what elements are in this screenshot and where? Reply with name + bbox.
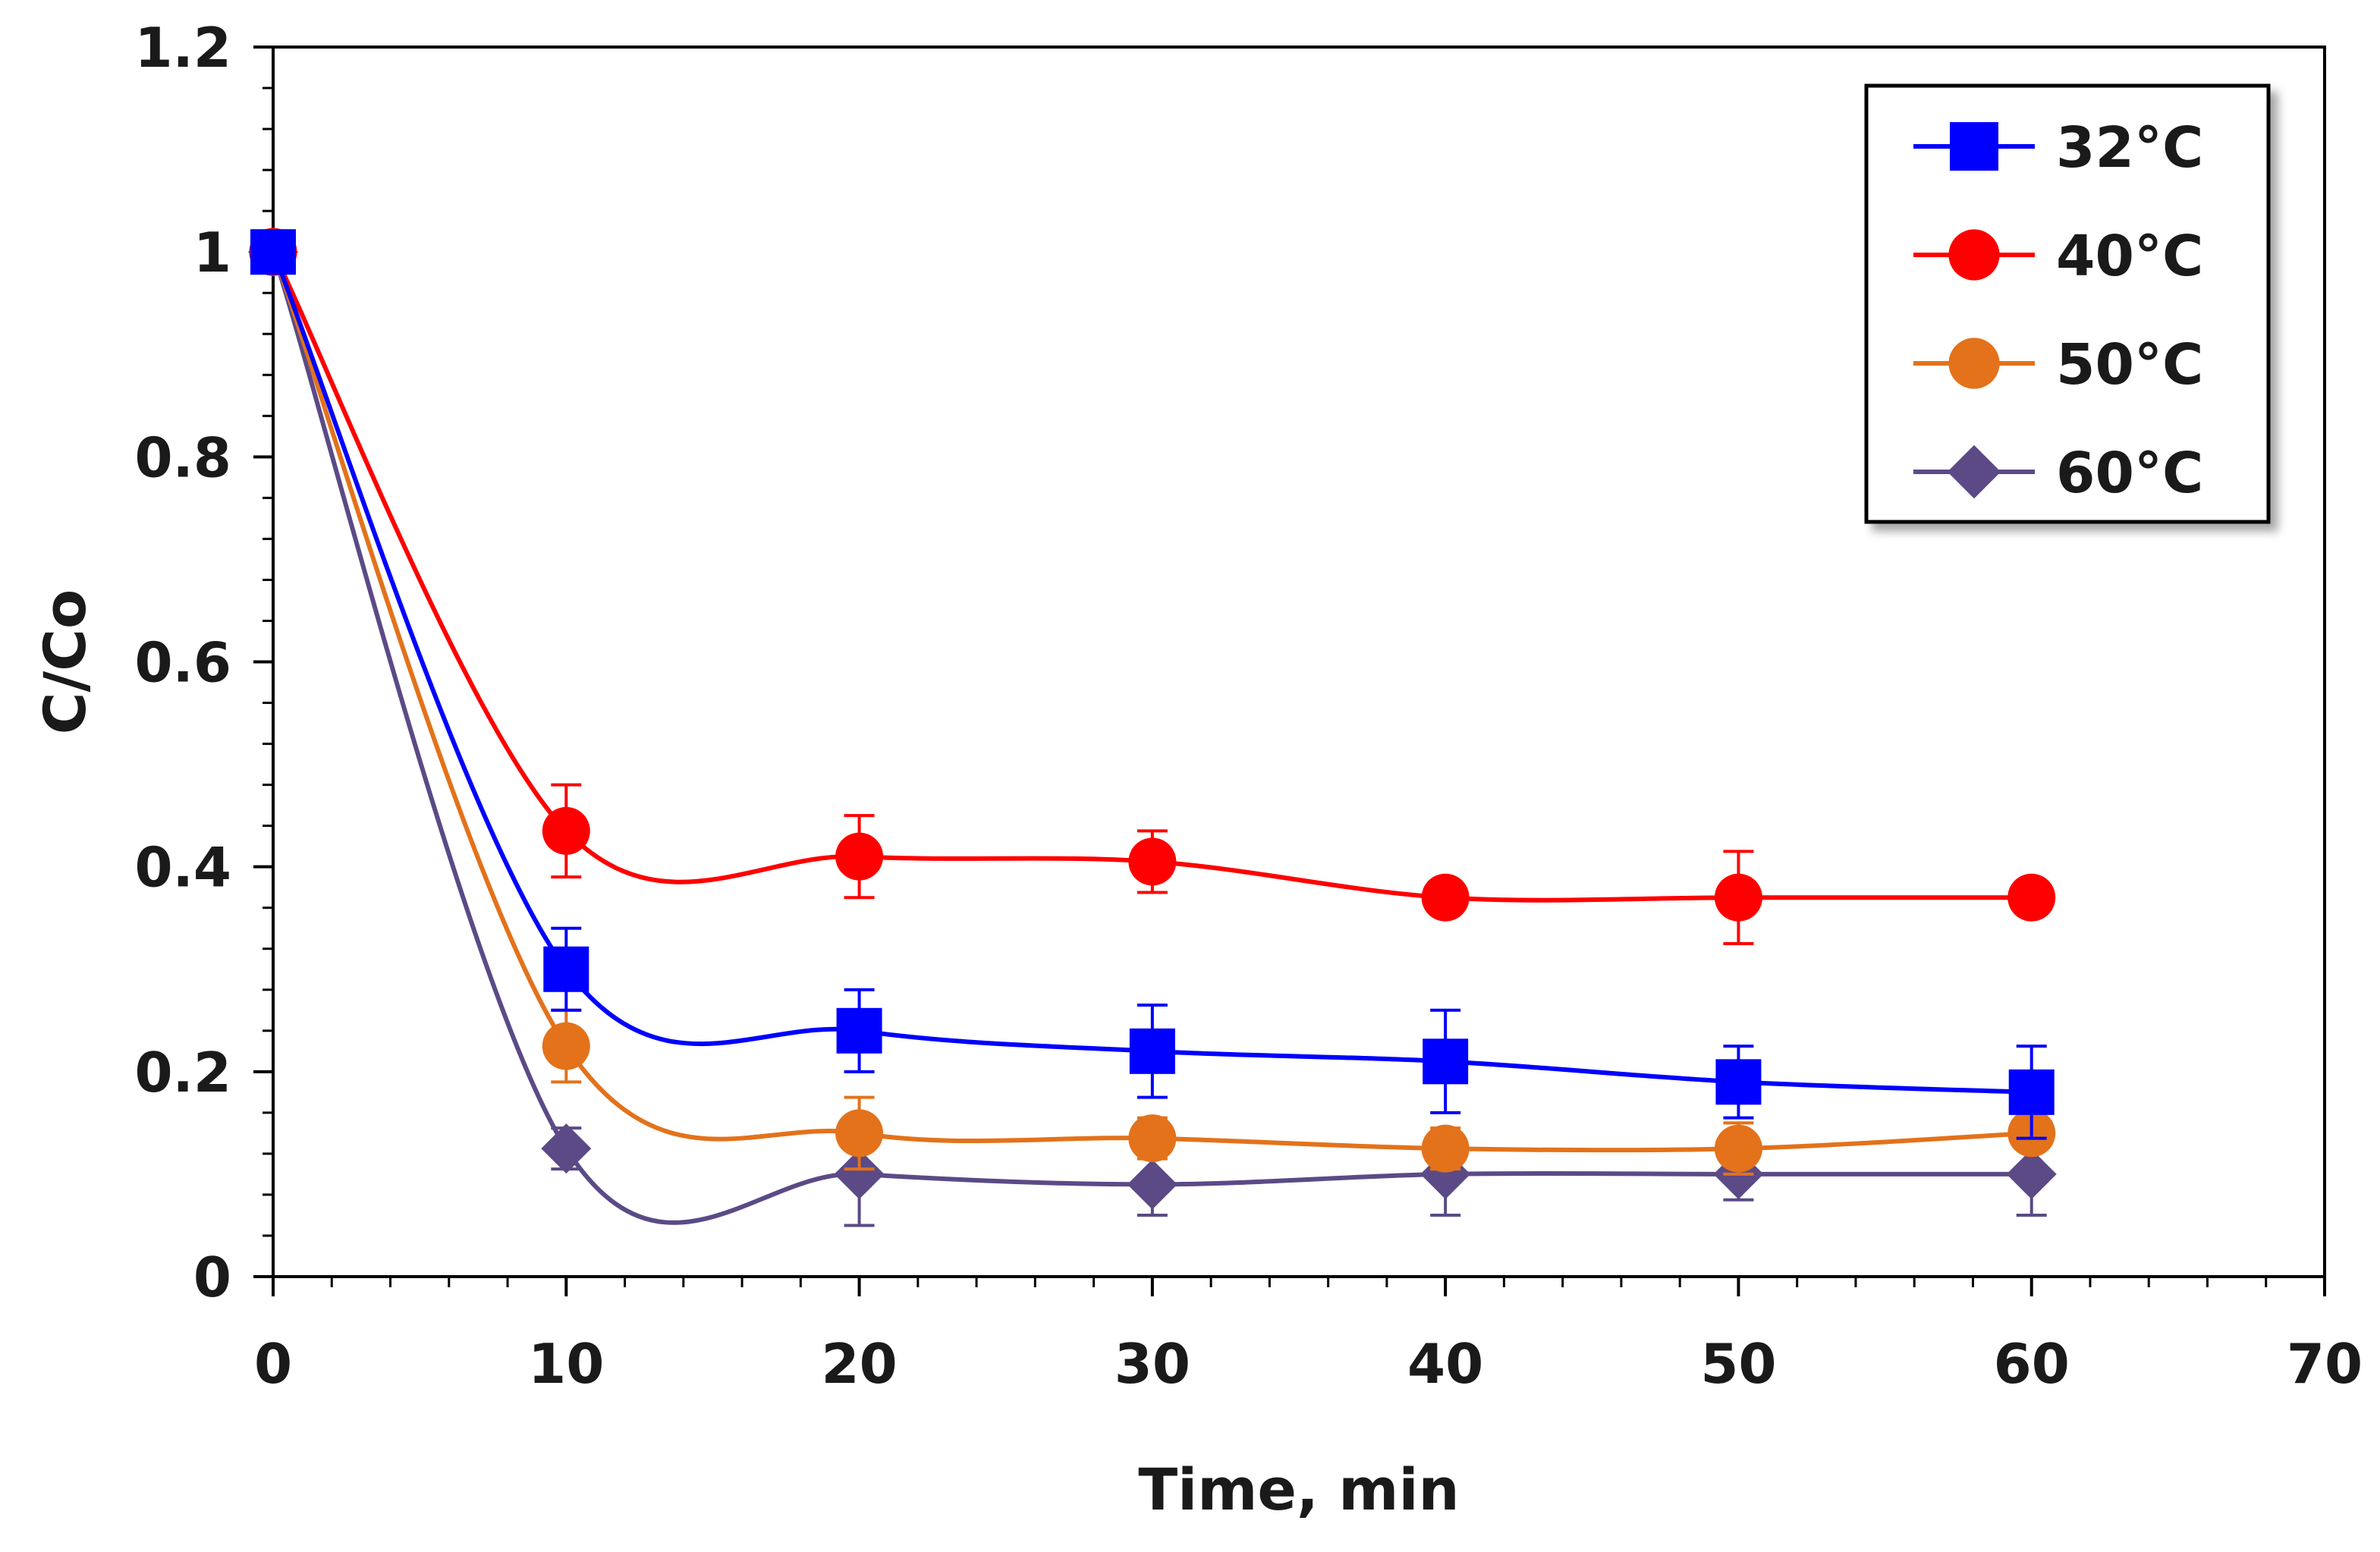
data-point [1128, 837, 1177, 886]
y-tick-label: 0.2 [134, 1041, 231, 1104]
data-point [1421, 873, 1470, 922]
axis-ticks: 0 10 20 30 40 50 60 70 0 0.2 0.4 0.6 0.8 1 1.2 [134, 16, 2363, 1396]
series-32C [250, 229, 2055, 1140]
data-point [2007, 873, 2056, 922]
legend-item: 40°C [1913, 224, 2203, 289]
data-point [835, 832, 884, 881]
legend-item: 60°C [1913, 441, 2203, 506]
data-point [2008, 1069, 2055, 1115]
data-point [542, 1022, 590, 1070]
y-tick-label: 0 [193, 1246, 231, 1309]
x-tick-label: 30 [1115, 1332, 1190, 1396]
x-tick-label: 20 [821, 1332, 897, 1396]
y-tick-label: 0.4 [134, 836, 231, 900]
legend-item: 32°C [1913, 115, 2203, 181]
legend-label: 32°C [2056, 115, 2203, 181]
data-point [1423, 1038, 1469, 1085]
data-point [1715, 1059, 1762, 1105]
data-point [835, 1109, 884, 1158]
data-point [1127, 1159, 1177, 1210]
legend-label: 40°C [2056, 224, 2203, 289]
y-tick-label: 1.2 [134, 16, 231, 80]
data-point [836, 1007, 882, 1054]
legend-marker [1947, 445, 2001, 499]
legend-marker [1950, 122, 1998, 171]
data-point [1128, 1114, 1177, 1163]
y-tick-label: 0.8 [134, 426, 231, 489]
data-point [1714, 1124, 1762, 1173]
legend-marker [1948, 229, 2000, 281]
data-point [542, 806, 590, 855]
y-tick-label: 0.6 [134, 631, 231, 695]
x-tick-label: 10 [528, 1332, 604, 1396]
legend-label: 50°C [2056, 332, 2203, 397]
legend-box [1864, 83, 2271, 524]
x-axis-label: Time, min [1138, 1456, 1459, 1523]
axis-labels: Time, min C/Co [31, 589, 1460, 1523]
series-line [271, 251, 2032, 1225]
legend: 32°C 40°C 50°C 60°C [1864, 83, 2271, 524]
data-point [834, 1148, 885, 1199]
x-tick-label: 70 [2287, 1332, 2363, 1396]
series-line [271, 251, 2032, 1153]
data-point [1421, 1124, 1470, 1173]
series-layer [248, 227, 2057, 1227]
legend-label: 60°C [2056, 441, 2203, 506]
series-line [271, 250, 2032, 903]
series-40C [249, 228, 2056, 945]
legend-marker [1948, 338, 2000, 389]
data-point [2006, 1148, 2057, 1199]
y-tick-label: 1 [193, 221, 231, 284]
data-point [541, 1123, 592, 1174]
data-point [250, 229, 296, 275]
x-tick-label: 50 [1700, 1332, 1776, 1396]
y-axis-label: C/Co [31, 589, 99, 735]
legend-item: 50°C [1913, 332, 2203, 397]
data-point [1129, 1028, 1175, 1074]
x-tick-label: 40 [1407, 1332, 1483, 1396]
data-point [1714, 873, 1762, 922]
x-tick-label: 0 [254, 1332, 292, 1396]
series-line [271, 251, 2032, 1095]
data-point [543, 946, 589, 992]
x-tick-label: 60 [1994, 1332, 2070, 1396]
